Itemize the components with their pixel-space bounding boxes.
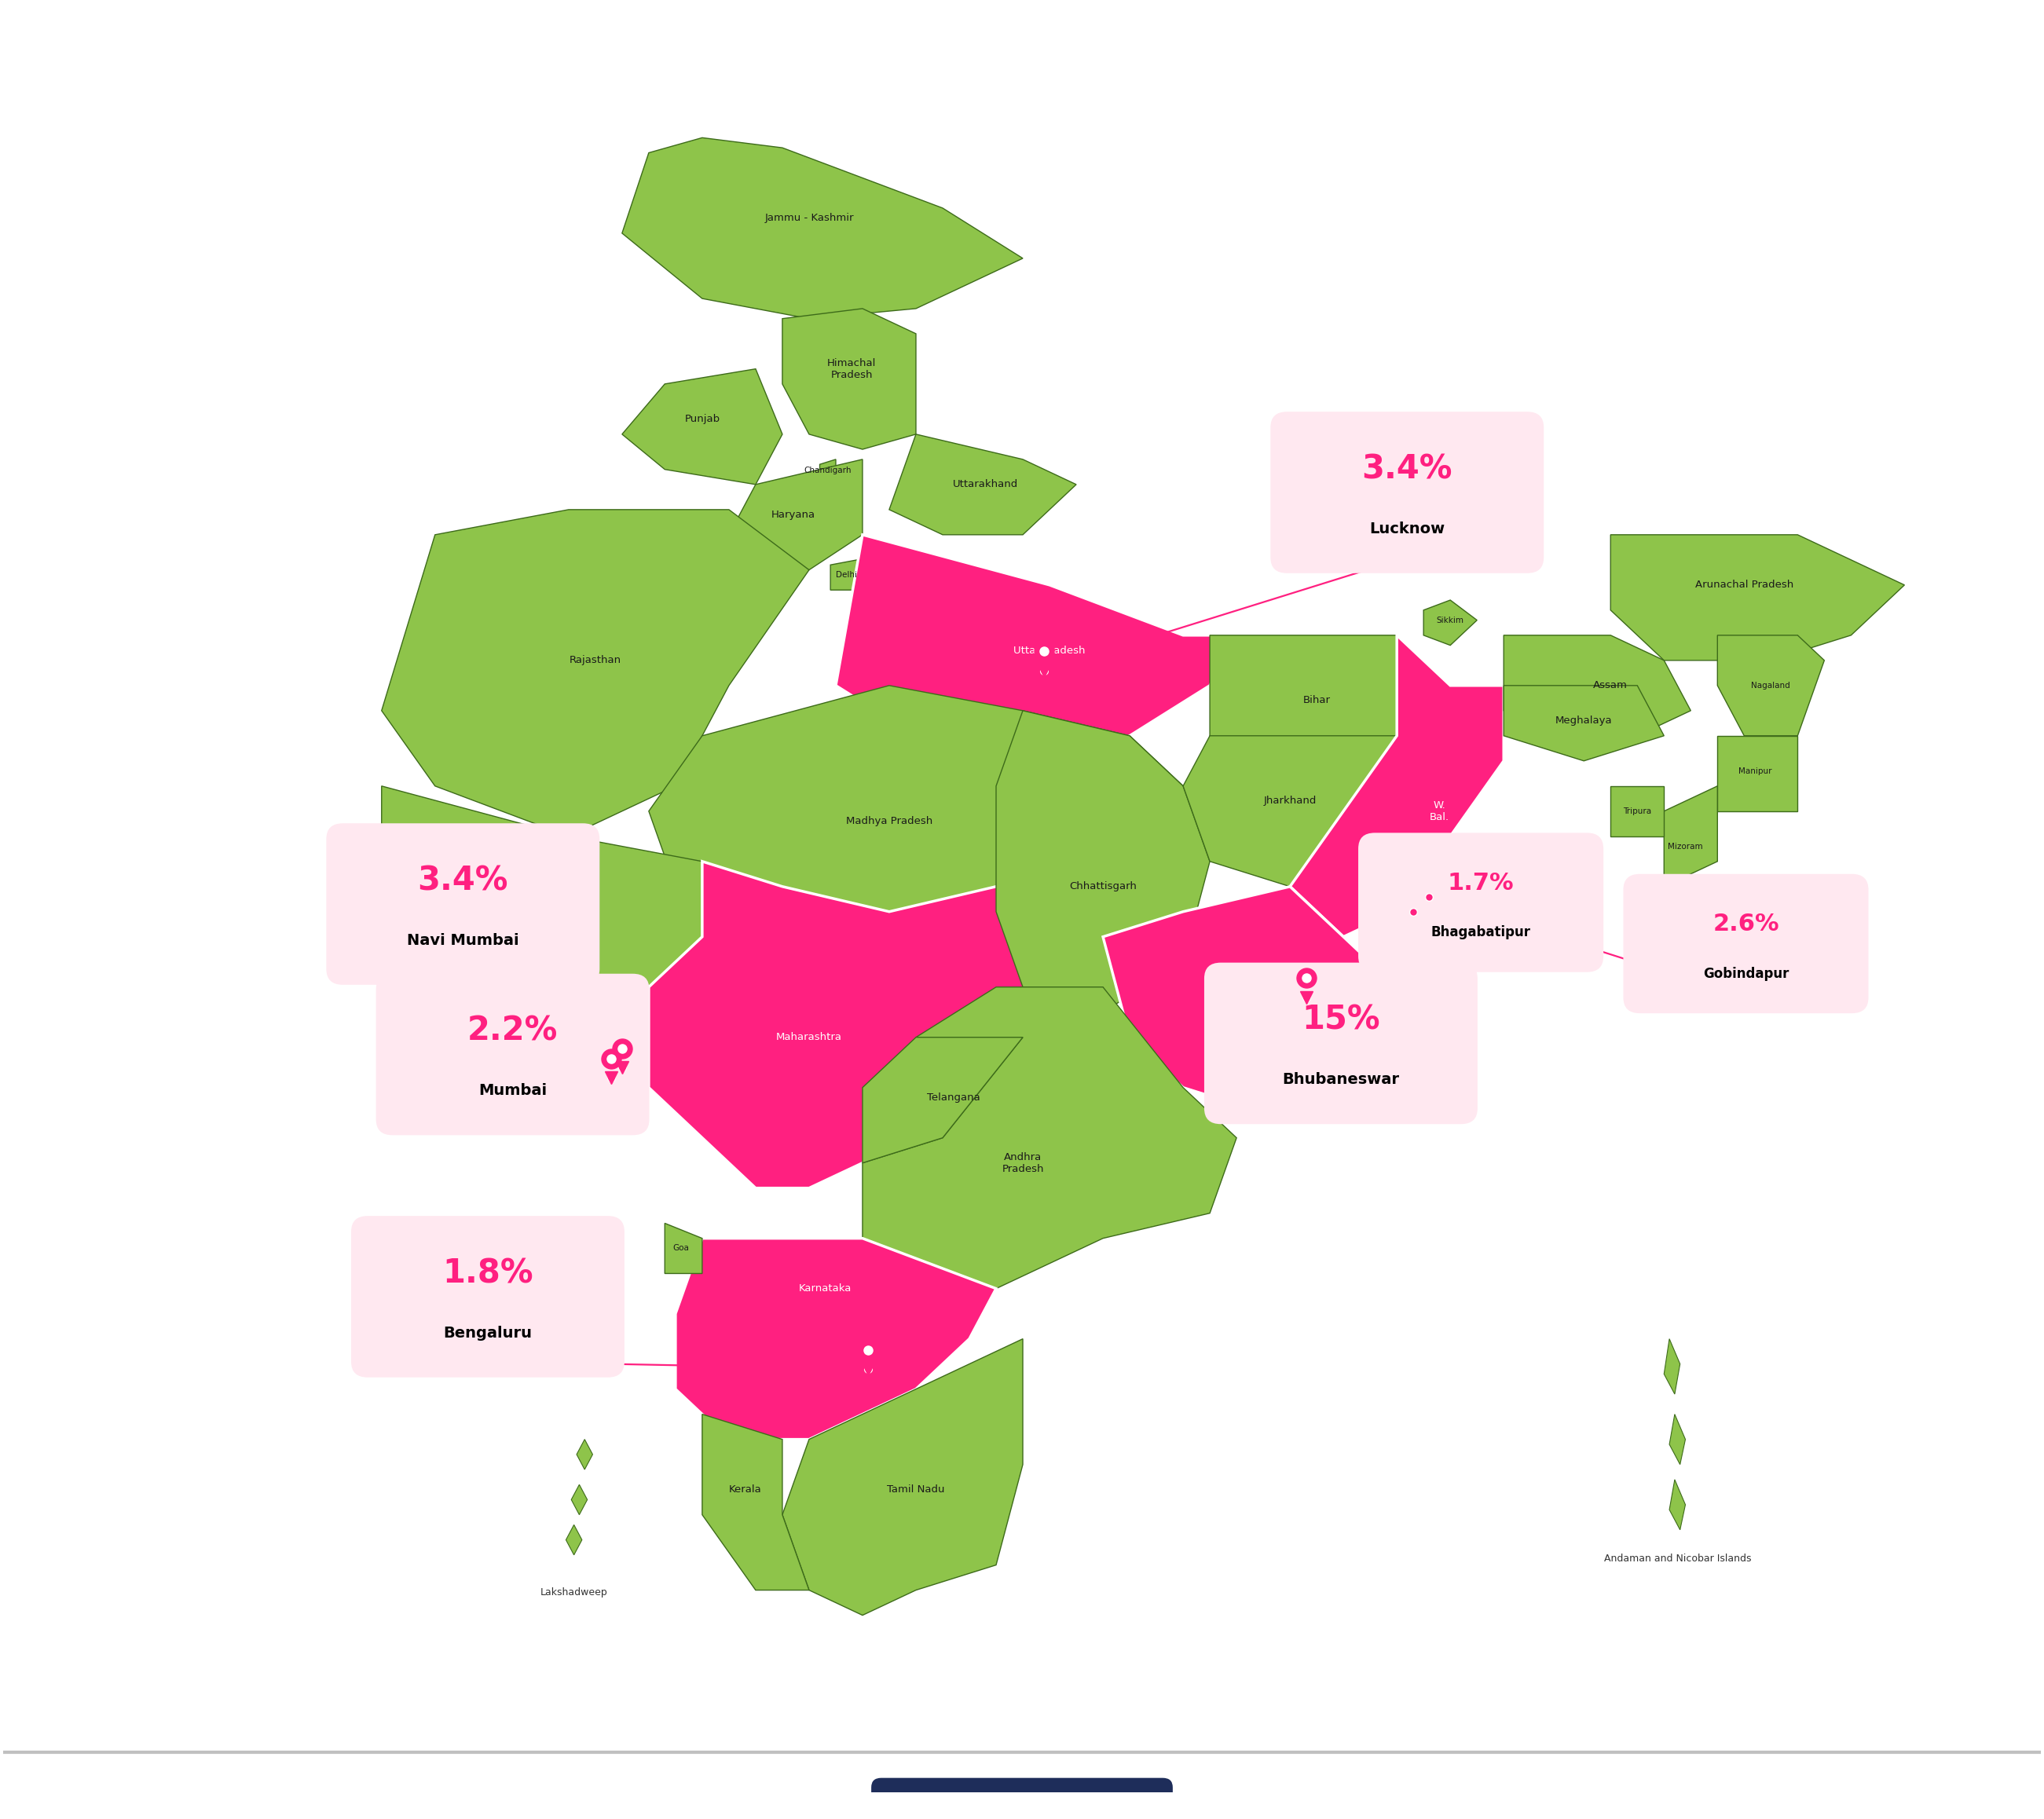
Text: Lucknow: Lucknow: [1369, 522, 1445, 537]
Text: Tripura: Tripura: [1623, 808, 1652, 815]
Polygon shape: [995, 711, 1210, 1011]
Text: Mumbai: Mumbai: [478, 1084, 548, 1099]
Polygon shape: [1664, 1339, 1680, 1393]
Polygon shape: [1611, 786, 1664, 837]
Polygon shape: [382, 786, 703, 988]
Text: Goa: Goa: [672, 1244, 689, 1251]
Text: Haryana: Haryana: [771, 509, 816, 520]
Polygon shape: [1183, 735, 1423, 886]
Text: 3.4%: 3.4%: [1361, 453, 1453, 486]
Text: Nagaland: Nagaland: [1752, 682, 1791, 689]
Polygon shape: [1104, 886, 1396, 1113]
Polygon shape: [830, 560, 863, 589]
Text: 3.4%: 3.4%: [417, 864, 509, 897]
Text: 1.8%: 1.8%: [442, 1257, 533, 1290]
Polygon shape: [863, 988, 1237, 1288]
Polygon shape: [1717, 735, 1797, 811]
Polygon shape: [621, 138, 1022, 318]
FancyBboxPatch shape: [327, 824, 599, 984]
Text: Himachal
Pradesh: Himachal Pradesh: [828, 358, 877, 380]
Polygon shape: [566, 1524, 583, 1555]
FancyBboxPatch shape: [1623, 873, 1868, 1013]
Polygon shape: [1664, 786, 1717, 886]
Polygon shape: [783, 1339, 1022, 1615]
Text: Assam: Assam: [1594, 680, 1627, 691]
FancyBboxPatch shape: [352, 1215, 625, 1377]
Polygon shape: [1423, 600, 1478, 646]
Text: Navi Mumbai: Navi Mumbai: [407, 933, 519, 948]
Text: Punjab: Punjab: [685, 415, 719, 424]
Text: Odisha: Odisha: [1218, 982, 1255, 991]
FancyBboxPatch shape: [1271, 411, 1543, 573]
Text: Uttarakhand: Uttarakhand: [953, 480, 1018, 489]
FancyBboxPatch shape: [1359, 833, 1602, 971]
Text: 1.7%: 1.7%: [1447, 871, 1515, 895]
Text: 2.6%: 2.6%: [1713, 913, 1778, 935]
Polygon shape: [648, 686, 1183, 937]
Text: Chandigarh: Chandigarh: [803, 466, 852, 475]
Text: Mizoram: Mizoram: [1668, 842, 1703, 849]
Text: Jharkhand: Jharkhand: [1263, 797, 1316, 806]
FancyBboxPatch shape: [871, 1777, 1173, 1819]
Text: Gobindapur: Gobindapur: [1703, 966, 1788, 980]
Polygon shape: [1717, 635, 1825, 735]
Text: DECENTRO: DECENTRO: [975, 1804, 1069, 1819]
Text: Telangana: Telangana: [926, 1093, 979, 1102]
FancyBboxPatch shape: [1204, 962, 1478, 1124]
Text: 15%: 15%: [1302, 1004, 1380, 1037]
Text: Uttar Pradesh: Uttar Pradesh: [1014, 646, 1085, 655]
Text: Bhagabatipur: Bhagabatipur: [1431, 926, 1531, 940]
Polygon shape: [1670, 1413, 1686, 1464]
Text: Bihar: Bihar: [1302, 695, 1331, 706]
Polygon shape: [621, 369, 783, 484]
Polygon shape: [783, 309, 916, 449]
Text: Manipur: Manipur: [1737, 768, 1772, 775]
Text: Chhattisgarh: Chhattisgarh: [1069, 882, 1136, 891]
Text: Andhra
Pradesh: Andhra Pradesh: [1002, 1151, 1044, 1173]
Polygon shape: [1504, 686, 1664, 760]
Polygon shape: [570, 1484, 587, 1515]
Polygon shape: [1290, 635, 1504, 937]
Text: Andaman and Nicobar Islands: Andaman and Nicobar Islands: [1605, 1553, 1752, 1564]
Text: Jammu - Kashmir: Jammu - Kashmir: [764, 213, 854, 224]
Text: Rajasthan: Rajasthan: [570, 655, 621, 666]
Text: Kerala: Kerala: [728, 1484, 760, 1495]
Text: 2.2%: 2.2%: [468, 1015, 558, 1048]
Text: Karnataka: Karnataka: [799, 1284, 852, 1293]
Text: Delhi: Delhi: [836, 571, 856, 578]
Polygon shape: [836, 535, 1237, 760]
Polygon shape: [1210, 635, 1423, 786]
Text: Sikkim: Sikkim: [1437, 617, 1464, 624]
Text: Bhubaneswar: Bhubaneswar: [1282, 1071, 1400, 1088]
Polygon shape: [648, 862, 1104, 1188]
Polygon shape: [1504, 635, 1690, 735]
Polygon shape: [576, 1439, 593, 1470]
Text: Tamil Nadu: Tamil Nadu: [887, 1484, 944, 1495]
Text: Arunachal Pradesh: Arunachal Pradesh: [1694, 580, 1793, 589]
Text: Gujarat: Gujarat: [468, 882, 507, 891]
Polygon shape: [382, 509, 809, 837]
Polygon shape: [675, 1239, 995, 1439]
Polygon shape: [820, 460, 836, 475]
Text: Bengaluru: Bengaluru: [444, 1326, 531, 1341]
Polygon shape: [664, 1222, 703, 1273]
Text: Maharashtra: Maharashtra: [777, 1031, 842, 1042]
Polygon shape: [863, 1037, 1022, 1162]
FancyBboxPatch shape: [376, 973, 650, 1135]
Text: W.
Bal.: W. Bal.: [1429, 800, 1449, 822]
Polygon shape: [1670, 1479, 1686, 1530]
Polygon shape: [730, 460, 863, 569]
Text: Lakshadweep: Lakshadweep: [540, 1588, 607, 1597]
Text: Madhya Pradesh: Madhya Pradesh: [846, 817, 932, 826]
Polygon shape: [1611, 535, 1905, 660]
Polygon shape: [889, 435, 1077, 535]
Polygon shape: [703, 1413, 809, 1590]
Text: Meghalaya: Meghalaya: [1555, 715, 1613, 726]
